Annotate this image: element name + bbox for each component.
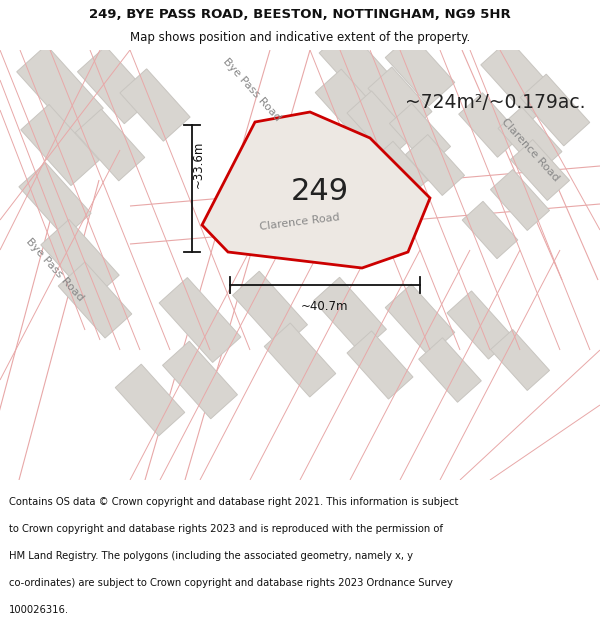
Polygon shape [315, 69, 385, 141]
Polygon shape [459, 92, 521, 158]
Polygon shape [464, 43, 596, 287]
Polygon shape [19, 162, 91, 238]
Text: co-ordinates) are subject to Crown copyright and database rights 2023 Ordnance S: co-ordinates) are subject to Crown copyr… [9, 578, 453, 588]
Polygon shape [264, 323, 336, 397]
Text: Map shows position and indicative extent of the property.: Map shows position and indicative extent… [130, 31, 470, 44]
Polygon shape [385, 34, 455, 106]
Text: 249: 249 [291, 177, 349, 206]
Text: ~33.6m: ~33.6m [191, 141, 205, 189]
Polygon shape [77, 46, 152, 124]
Polygon shape [58, 262, 132, 338]
Polygon shape [490, 169, 550, 231]
Polygon shape [490, 329, 550, 391]
Polygon shape [372, 141, 428, 199]
Polygon shape [0, 175, 98, 485]
Polygon shape [233, 271, 307, 349]
Polygon shape [498, 107, 562, 173]
Polygon shape [462, 201, 518, 259]
Text: HM Land Registry. The polygons (including the associated geometry, namely x, y: HM Land Registry. The polygons (includin… [9, 551, 413, 561]
Text: Clarence Road: Clarence Road [499, 117, 560, 183]
Polygon shape [75, 109, 145, 181]
Text: ~40.7m: ~40.7m [301, 300, 349, 313]
Text: 100026316.: 100026316. [9, 605, 69, 615]
Text: 249, BYE PASS ROAD, BEESTON, NOTTINGHAM, NG9 5HR: 249, BYE PASS ROAD, BEESTON, NOTTINGHAM,… [89, 9, 511, 21]
Polygon shape [163, 341, 238, 419]
Polygon shape [17, 45, 103, 135]
Polygon shape [481, 39, 559, 121]
Polygon shape [406, 134, 464, 196]
Polygon shape [347, 91, 413, 159]
Polygon shape [314, 278, 386, 352]
Polygon shape [202, 112, 430, 268]
Polygon shape [41, 219, 119, 301]
Text: ~724m²/~0.179ac.: ~724m²/~0.179ac. [405, 92, 586, 111]
Polygon shape [21, 104, 99, 186]
Polygon shape [115, 364, 185, 436]
Polygon shape [319, 28, 401, 112]
Text: to Crown copyright and database rights 2023 and is reproduced with the permissio: to Crown copyright and database rights 2… [9, 524, 443, 534]
Polygon shape [347, 331, 413, 399]
Polygon shape [120, 69, 190, 141]
Polygon shape [128, 166, 600, 244]
Polygon shape [389, 103, 451, 167]
Text: Contains OS data © Crown copyright and database right 2021. This information is : Contains OS data © Crown copyright and d… [9, 498, 458, 508]
Text: Bye Pass Road: Bye Pass Road [221, 57, 283, 123]
Polygon shape [520, 74, 590, 146]
Polygon shape [511, 139, 569, 201]
Polygon shape [419, 338, 481, 402]
Polygon shape [447, 291, 513, 359]
Polygon shape [368, 67, 432, 133]
Text: Bye Pass Road: Bye Pass Road [24, 237, 86, 303]
Polygon shape [159, 278, 241, 362]
Polygon shape [385, 284, 455, 356]
Text: Clarence Road: Clarence Road [259, 212, 341, 232]
Polygon shape [146, 44, 309, 486]
